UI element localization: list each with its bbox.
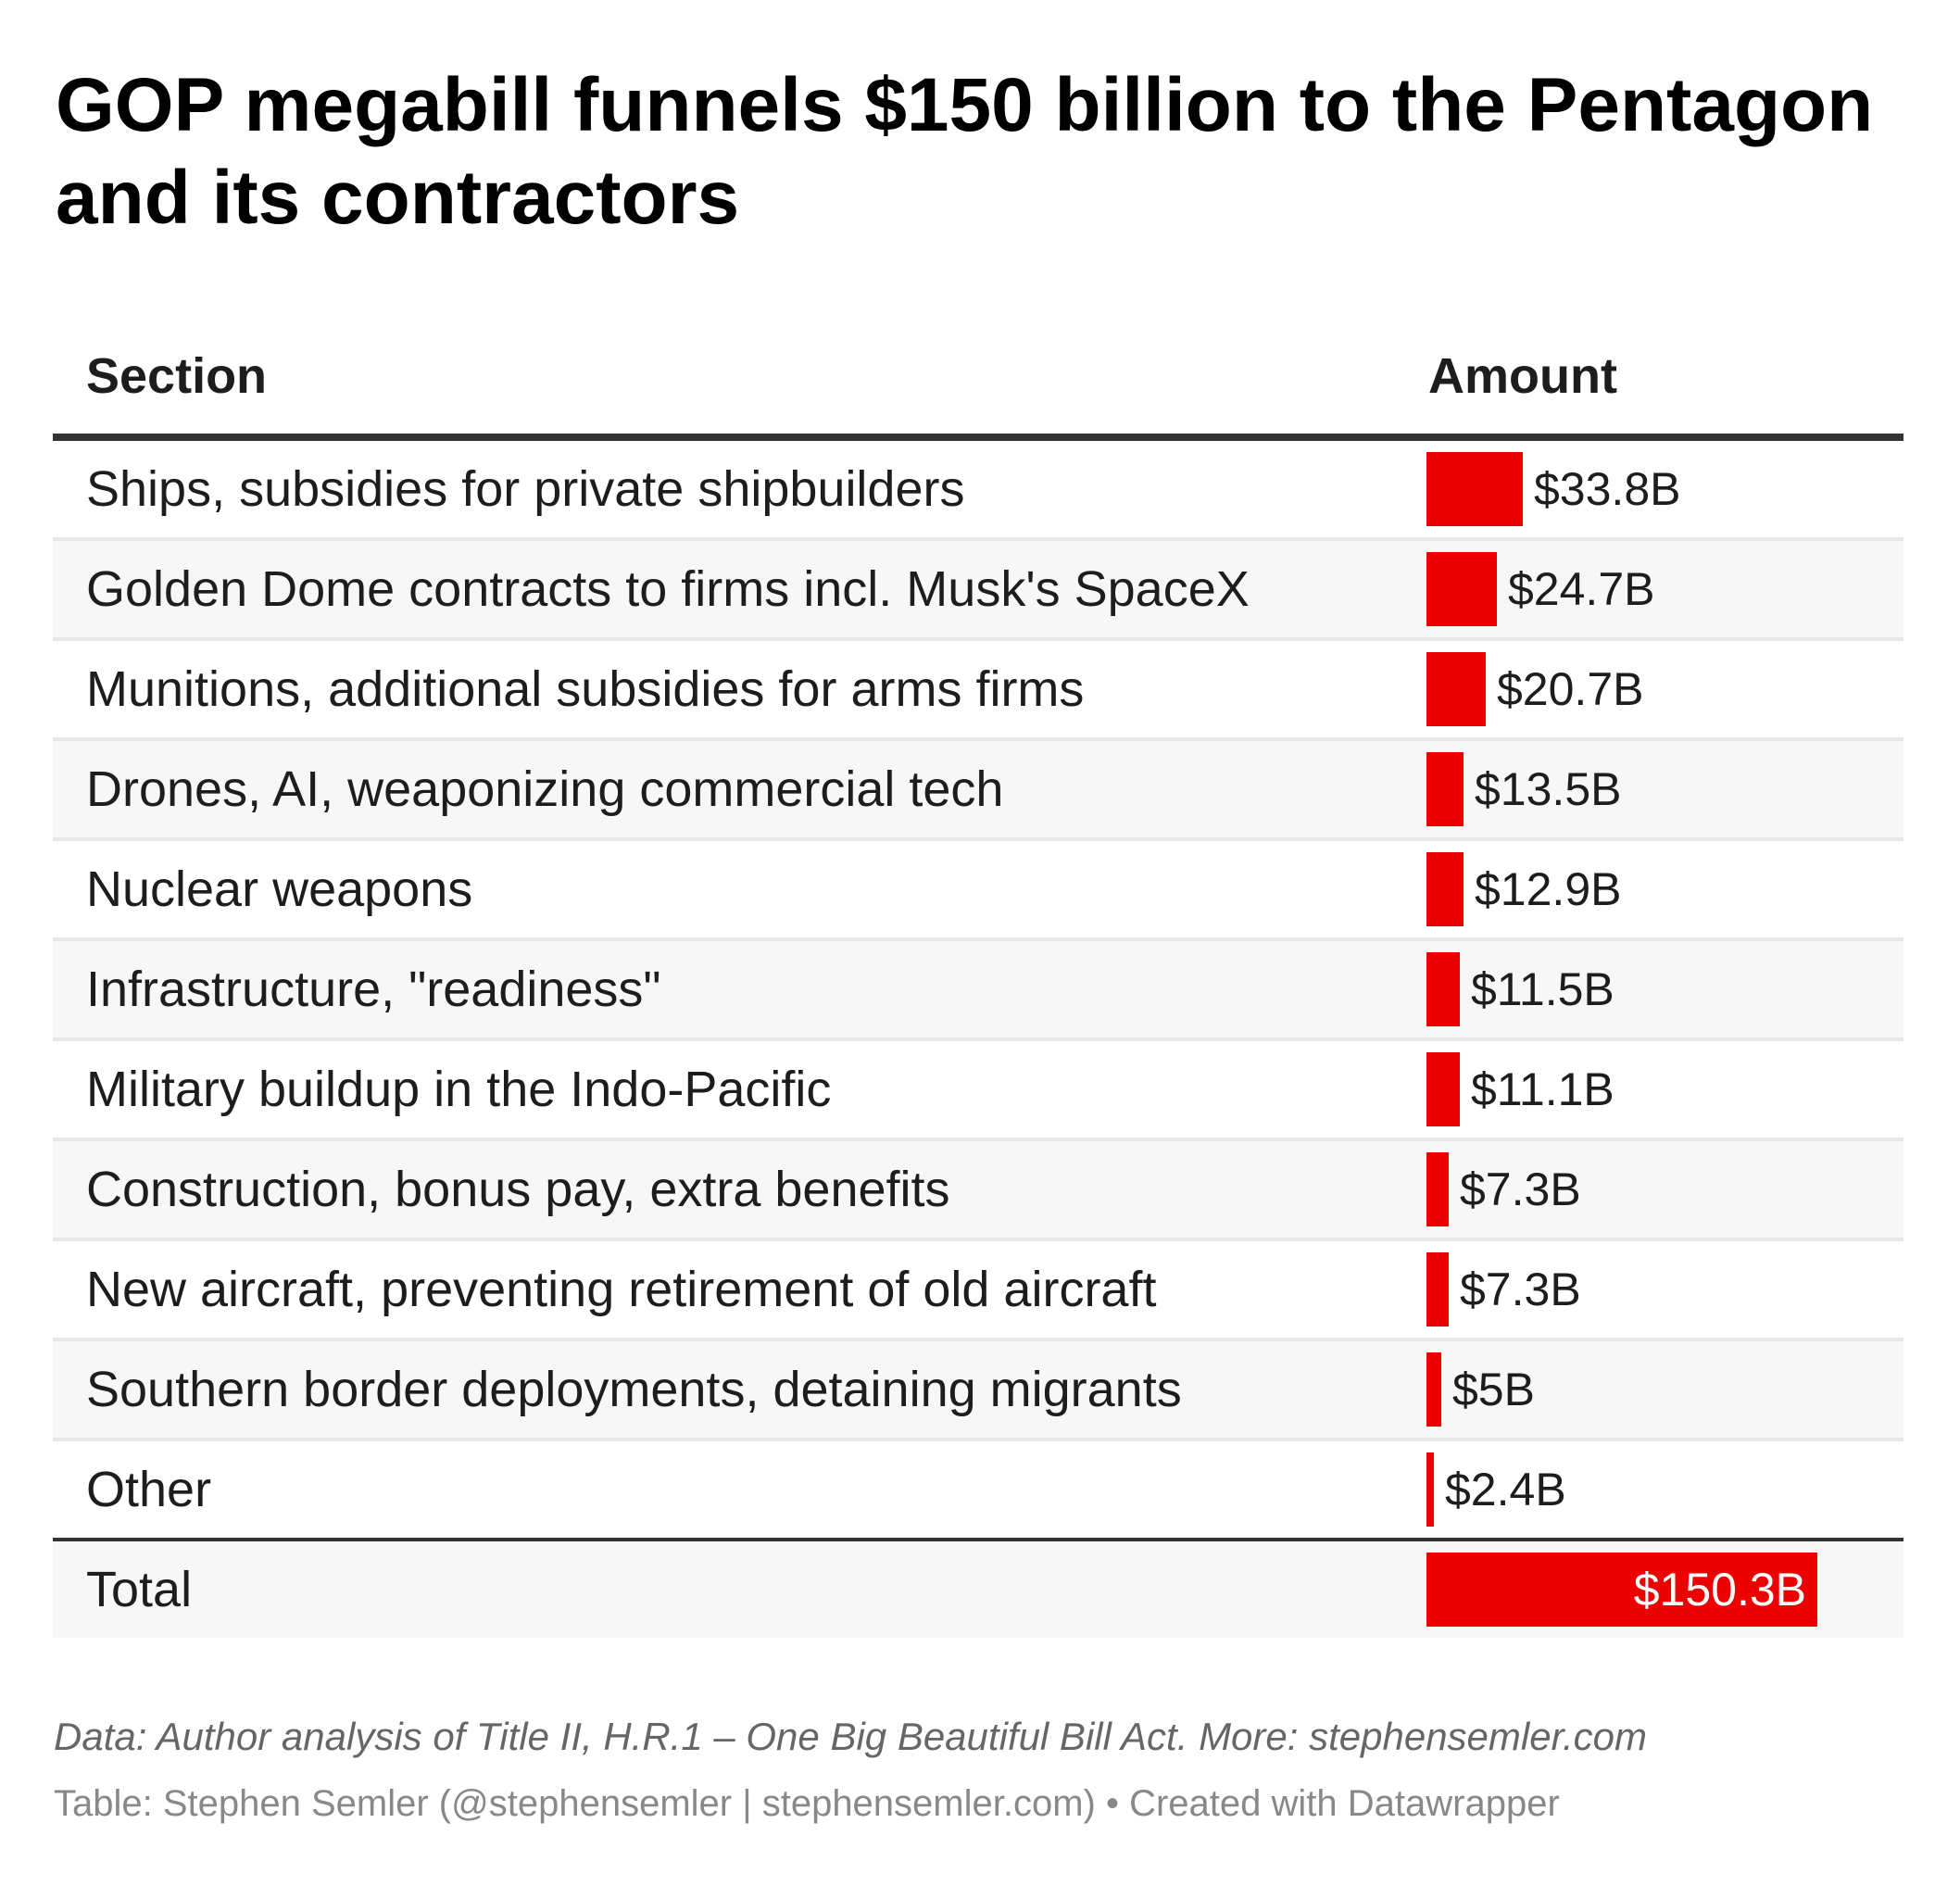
table-row: Nuclear weapons $12.9B <box>53 841 1903 941</box>
amount-bar <box>1426 452 1523 526</box>
table-row: Munitions, additional subsidies for arms… <box>53 641 1903 741</box>
byline: Table: Stephen Semler (@stephensemler | … <box>54 1783 1560 1824</box>
amount-bar <box>1426 1052 1460 1126</box>
amount-bar <box>1426 1252 1449 1326</box>
amount-value: $13.5B <box>1475 763 1622 815</box>
amount-value: $12.9B <box>1475 863 1622 915</box>
section-label: Construction, bonus pay, extra benefits <box>86 1162 950 1217</box>
amount-bar <box>1426 1352 1441 1427</box>
chart-title: GOP megabill funnels $150 billion to the… <box>56 63 1874 240</box>
amount-value: $5B <box>1452 1364 1535 1415</box>
amount-bar <box>1426 1452 1434 1527</box>
table-row: Construction, bonus pay, extra benefits $… <box>53 1141 1903 1241</box>
amount-bar <box>1426 552 1497 626</box>
section-label: Military buildup in the Indo-Pacific <box>86 1062 832 1117</box>
total-label: Total <box>86 1562 193 1617</box>
amount-bar <box>1426 1152 1449 1226</box>
amount-value: $11.1B <box>1471 1063 1614 1115</box>
amount-value: $7.3B <box>1460 1163 1581 1215</box>
column-header-amount: Amount <box>1428 348 1617 404</box>
table-row: Drones, AI, weaponizing commercial tech $… <box>53 741 1903 841</box>
column-header-section: Section <box>86 348 268 404</box>
amount-value: $24.7B <box>1508 563 1655 615</box>
amount-value: $11.5B <box>1471 963 1614 1015</box>
table-row: Ships, subsidies for private shipbuilder… <box>53 441 1903 541</box>
section-label: Southern border deployments, detaining m… <box>86 1362 1182 1417</box>
header-rule <box>53 434 1903 441</box>
table-row: New aircraft, preventing retirement of o… <box>53 1241 1903 1341</box>
section-label: Infrastructure, "readiness" <box>86 962 661 1017</box>
section-label: Ships, subsidies for private shipbuilder… <box>86 461 965 517</box>
table-row: Southern border deployments, detaining m… <box>53 1341 1903 1441</box>
amount-bar <box>1426 952 1460 1026</box>
table-row: Infrastructure, "readiness" $11.5B <box>53 941 1903 1041</box>
amount-bar <box>1426 852 1464 926</box>
table-row: Military buildup in the Indo-Pacific $11.… <box>53 1041 1903 1141</box>
table-row: Other $2.4B <box>53 1441 1903 1538</box>
section-label: Munitions, additional subsidies for arms… <box>86 661 1085 717</box>
amount-value: $2.4B <box>1445 1464 1566 1515</box>
section-label: Drones, AI, weaponizing commercial tech <box>86 761 1004 817</box>
source-note: Data: Author analysis of Title II, H.R.1… <box>54 1715 1648 1758</box>
section-label: Other <box>86 1462 212 1517</box>
amount-bar <box>1426 752 1464 826</box>
section-label: New aircraft, preventing retirement of o… <box>86 1262 1157 1317</box>
table-row: Golden Dome contracts to firms incl. Mus… <box>53 541 1903 641</box>
section-label: Nuclear weapons <box>86 861 473 917</box>
amount-value: $33.8B <box>1534 463 1681 515</box>
total-rule <box>53 1538 1903 1541</box>
total-row: Total $150.3B <box>53 1541 1903 1638</box>
total-value: $150.3B <box>1633 1564 1806 1616</box>
amount-value: $20.7B <box>1497 663 1644 715</box>
total-bar: $150.3B <box>1426 1553 1817 1627</box>
section-label: Golden Dome contracts to firms incl. Mus… <box>86 561 1250 617</box>
amount-bar <box>1426 652 1486 726</box>
amount-value: $7.3B <box>1460 1264 1581 1315</box>
